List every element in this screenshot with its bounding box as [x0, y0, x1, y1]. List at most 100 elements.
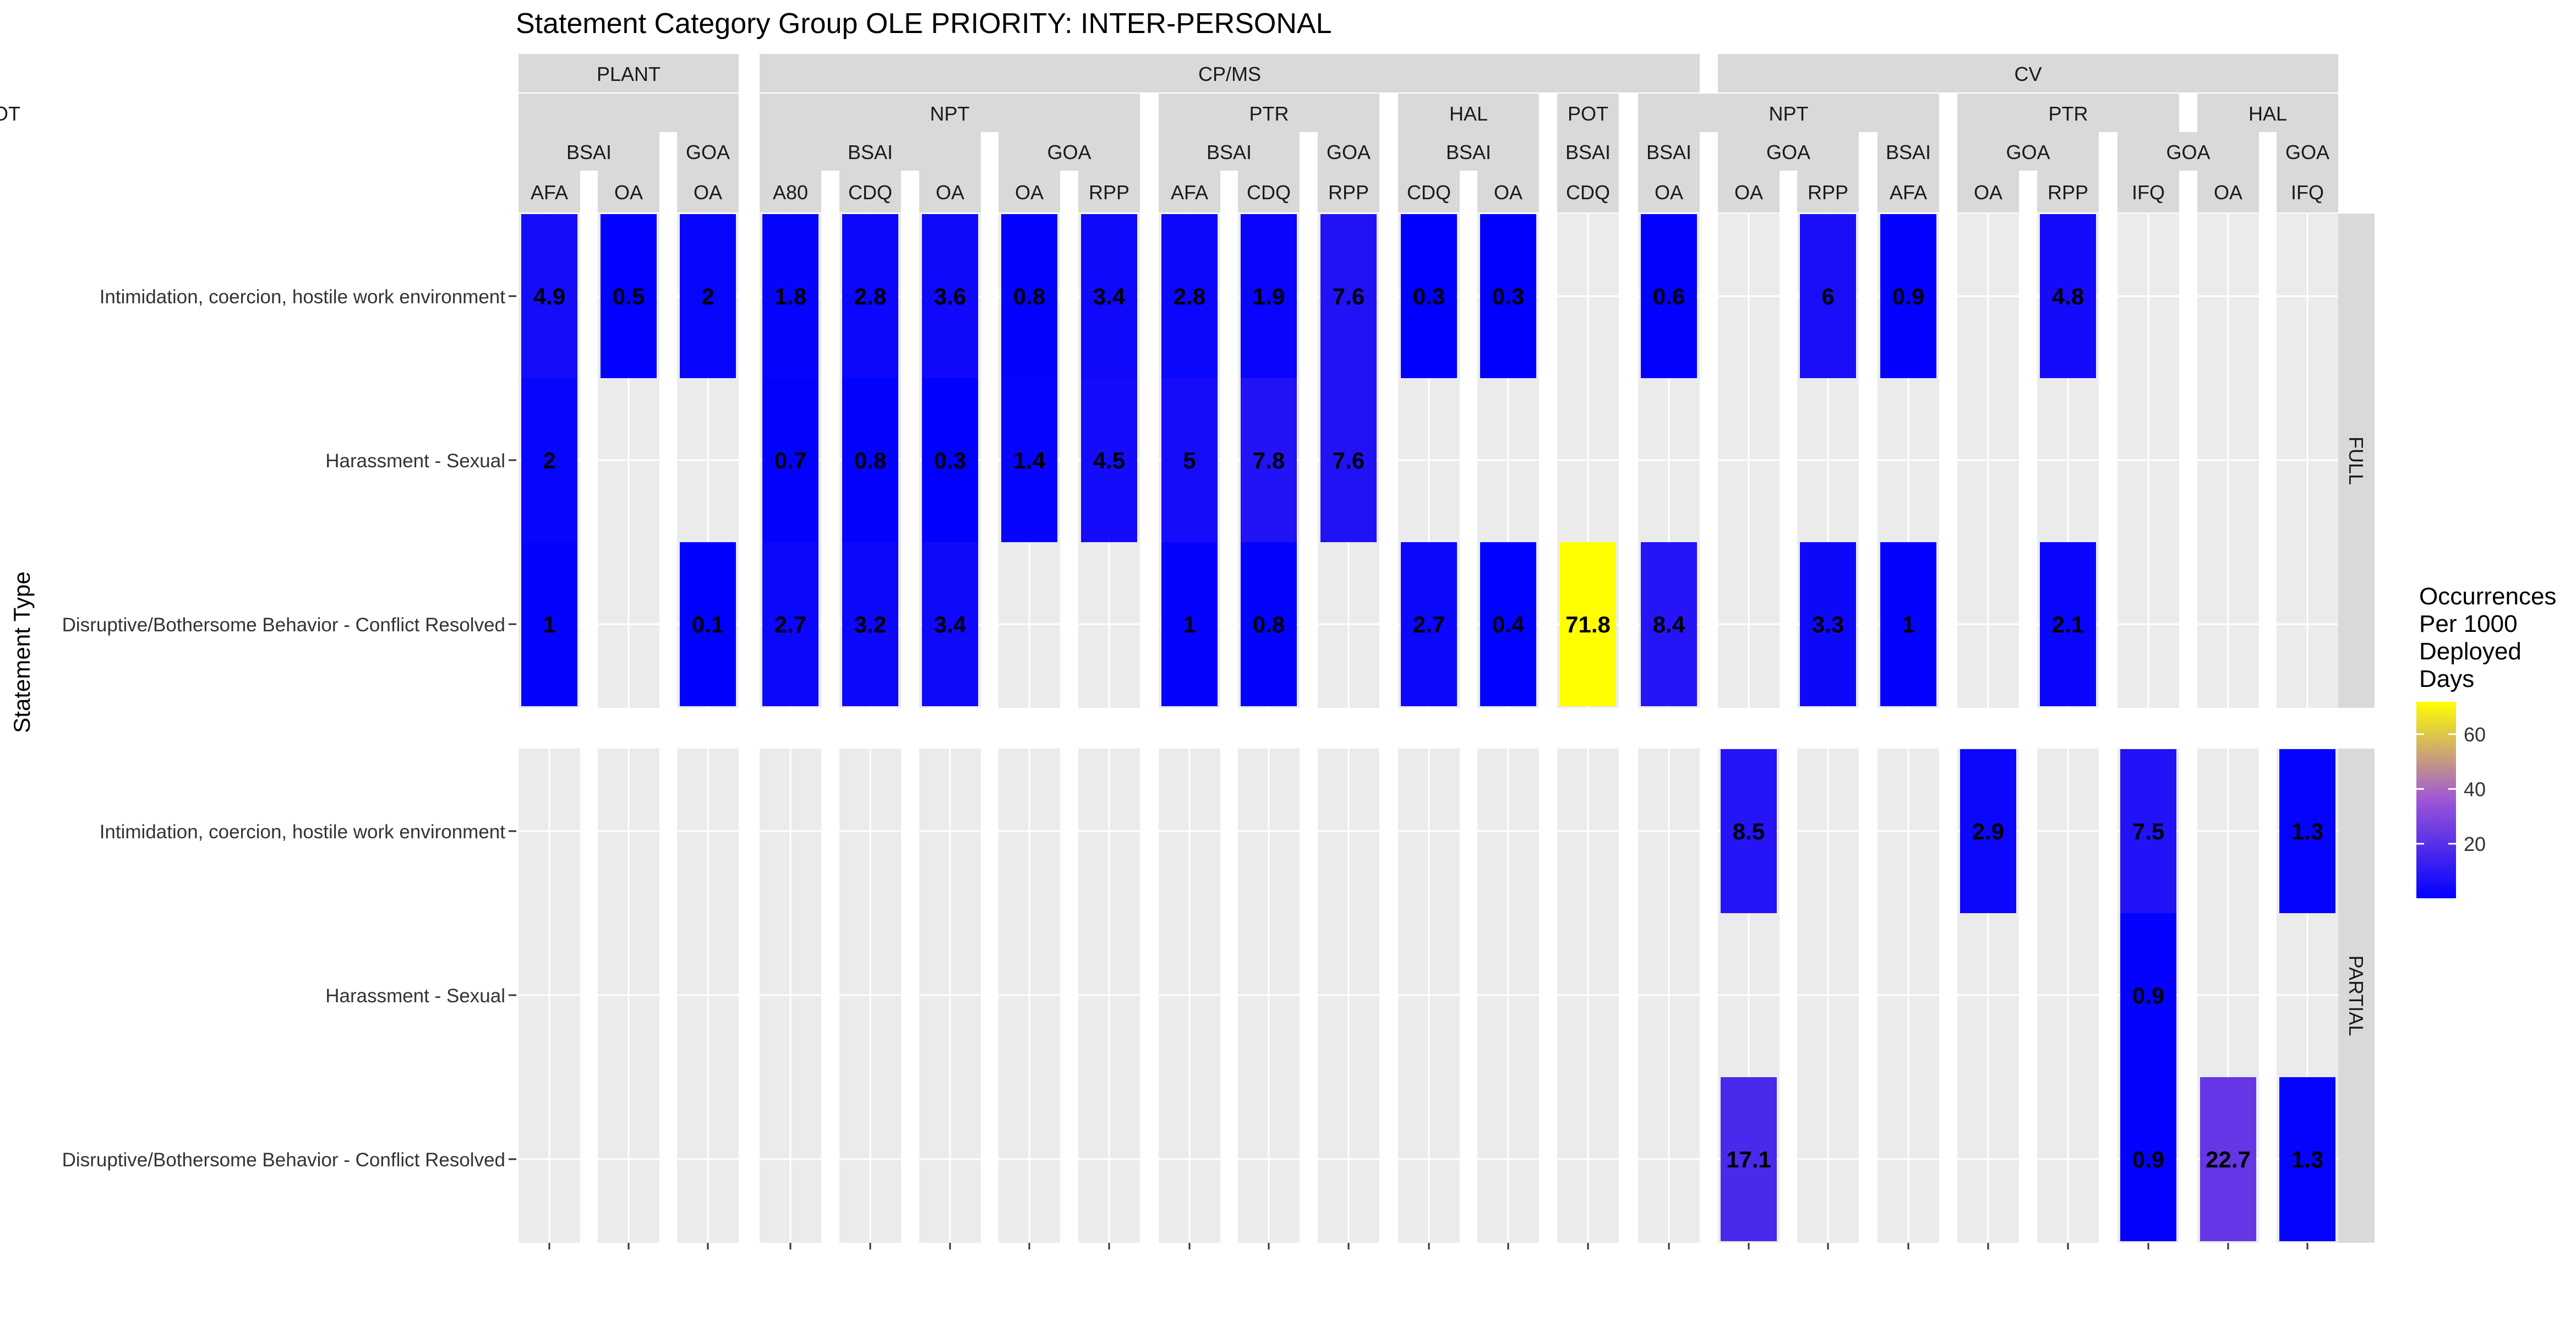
strip-column: [2277, 171, 2338, 212]
strip-column-label: OA: [1974, 181, 2002, 204]
cell-value-label: 1.3: [2291, 818, 2323, 844]
strip-column-label: IFQ: [2291, 181, 2324, 204]
cell-value-label: 1: [1902, 612, 1914, 637]
strip-sector-label: NPT: [930, 102, 970, 125]
heatmap-cell: [842, 214, 898, 378]
heatmap-cell: [842, 378, 898, 542]
heatmap-cell: [1401, 214, 1457, 378]
heatmap-cell: [1241, 214, 1297, 378]
strip-sector: [760, 94, 1140, 132]
strip-column-label: CDQ: [848, 181, 892, 204]
heatmap-cell: [1161, 378, 1218, 542]
heatmap-cell: [1401, 542, 1457, 706]
strip-region-label: BSAI: [848, 141, 893, 163]
cell-value-label: 0.3: [934, 447, 966, 473]
legend-title-line: Days: [2419, 665, 2474, 692]
strip-region: [1159, 132, 1300, 171]
heatmap-cell: [762, 378, 818, 542]
strip-region-label: BSAI: [1446, 141, 1491, 163]
cell-value-label: 1.3: [2291, 1147, 2323, 1172]
strip-region: [760, 132, 981, 171]
strip-sector: [2197, 94, 2338, 132]
strip-column: [1957, 171, 2019, 212]
heatmap-cell: [1081, 378, 1137, 542]
heatmap-cell: [1001, 214, 1057, 378]
cell-value-label: 6: [1821, 283, 1834, 309]
strip-sector: [1638, 94, 1939, 132]
cell-value-label: 1: [543, 612, 555, 637]
strip-column: [677, 171, 739, 212]
cell-value-label: 3.4: [934, 612, 967, 637]
strip-column-label: RPP: [2048, 181, 2088, 204]
strip-column-label: CDQ: [1247, 181, 1291, 204]
strip-panel: [2338, 214, 2375, 708]
heatmap-cell: [1480, 214, 1536, 378]
strip-group: [1718, 54, 2338, 92]
cell-value-label: 2.1: [2052, 612, 2084, 637]
strip-column-label: AFA: [531, 181, 568, 204]
strip-group-label: CV: [2014, 63, 2042, 85]
strip-column-label: RPP: [1808, 181, 1848, 204]
strip-column: [1238, 171, 1300, 212]
heatmap-cell: [1641, 542, 1697, 706]
heatmap-cell: [1241, 542, 1297, 706]
cell-value-label: 17.1: [1726, 1147, 1771, 1172]
row-label: Intimidation, coercion, hostile work env…: [100, 821, 506, 843]
strip-sector-label: POT: [1568, 102, 1608, 125]
strip-region: [1398, 132, 1539, 171]
cell-value-label: 7.5: [2132, 818, 2164, 844]
strip-column-label: OA: [694, 181, 722, 204]
cell-value-label: 71.8: [1565, 612, 1611, 637]
strip-column-label: RPP: [1089, 181, 1129, 204]
strip-group-label: CP/MS: [1198, 63, 1261, 85]
strip-region: [1638, 132, 1700, 171]
heatmap-cell: [1001, 378, 1057, 542]
strip-region: [998, 132, 1140, 171]
cell-value-label: 3.6: [934, 283, 966, 309]
cell-value-label: 0.9: [1892, 283, 1924, 309]
heatmap-cell: [521, 542, 577, 706]
cell-value-label: 1: [1183, 612, 1196, 637]
cell-value-label: 1.4: [1013, 447, 1046, 473]
cell-value-label: 22.7: [2206, 1147, 2251, 1172]
heatmap-cell: [1800, 214, 1856, 378]
heatmap-cell: [2040, 542, 2096, 706]
heatmap-cell: [680, 214, 736, 378]
strip-region-label: GOA: [2006, 141, 2050, 163]
heatmap-cell: [1320, 214, 1377, 378]
legend-tick-label: 60: [2464, 723, 2486, 746]
cell-value-label: 3.3: [1812, 612, 1844, 637]
cell-value-label: 0.3: [1492, 283, 1524, 309]
strip-column-label: AFA: [1171, 181, 1208, 204]
strip-region: [1957, 132, 2099, 171]
strip-panel-label: FULL: [2345, 436, 2367, 485]
strip-sector-label: HAL: [2248, 102, 2287, 125]
strip-column: [1718, 171, 1780, 212]
heatmap-cell: [762, 542, 818, 706]
row-label: Disruptive/Bothersome Behavior - Conflic…: [62, 614, 505, 636]
strip-column: [1398, 171, 1460, 212]
cell-value-label: 2: [701, 283, 714, 309]
cell-value-label: 2.8: [854, 283, 886, 309]
row-label: Harassment - Sexual: [325, 450, 505, 472]
strip-column: [1159, 171, 1220, 212]
cell-value-label: 4.8: [2052, 283, 2084, 309]
legend-tick-label: 40: [2464, 778, 2486, 800]
heatmap-cell: [2279, 749, 2335, 913]
heatmap-cell: [680, 542, 736, 706]
strip-column: [919, 171, 981, 212]
strip-region: [519, 132, 659, 171]
cell-value-label: 5: [1183, 447, 1196, 473]
cell-value-label: 2.9: [1972, 818, 2004, 844]
strip-region-label: GOA: [2285, 141, 2329, 163]
cell-value-label: 4.5: [1093, 447, 1125, 473]
strip-column: [1477, 171, 1539, 212]
strip-region: [1318, 132, 1379, 171]
strip-column-label: RPP: [1328, 181, 1369, 204]
heatmap-cell: [1161, 214, 1218, 378]
legend-title-line: Per 1000: [2419, 610, 2518, 637]
cell-value-label: 0.9: [2132, 982, 2164, 1008]
strip-region-label: GOA: [1327, 141, 1371, 163]
strip-region-label: GOA: [1047, 141, 1091, 163]
strip-column: [1797, 171, 1859, 212]
